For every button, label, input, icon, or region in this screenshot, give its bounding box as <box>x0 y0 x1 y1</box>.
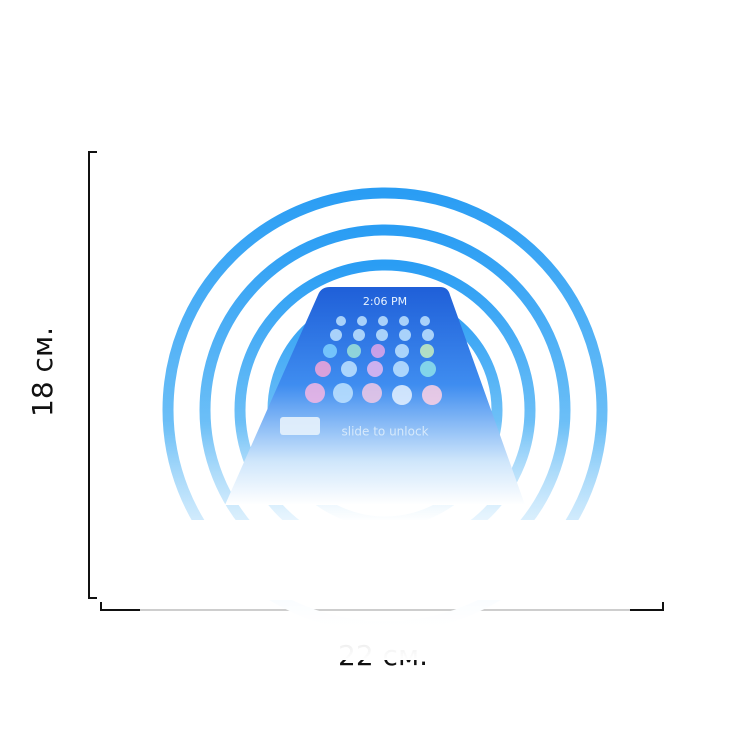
height-bracket <box>88 151 97 599</box>
app-icons <box>305 316 442 405</box>
height-label: 18 см. <box>26 327 59 417</box>
unlock-text: slide to unlock <box>341 425 428 439</box>
unlock-slider <box>280 417 320 435</box>
phone-time: 2:06 PM <box>363 295 407 308</box>
phone: 2:06 PM slide to unlock <box>225 287 525 505</box>
fade-base <box>140 520 630 600</box>
